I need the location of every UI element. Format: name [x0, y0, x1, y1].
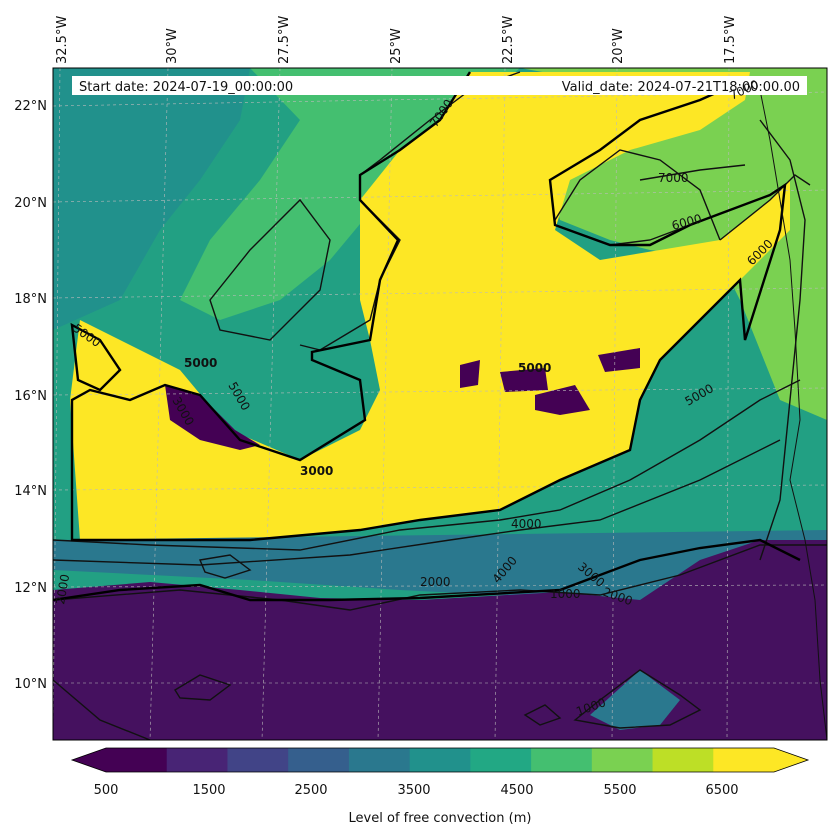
lat-label: 22°N [14, 99, 47, 114]
lon-label: 32.5°W [55, 16, 70, 64]
valid-date-text: Valid_date: 2024-07-21T18:00:00.00 [562, 80, 800, 95]
graticule [53, 68, 827, 740]
colorbar-title: Level of free convection (m) [349, 811, 532, 826]
latitude-labels: 22°N 20°N 18°N 16°N 14°N 12°N 10°N [14, 99, 47, 692]
lon-label: 30°W [165, 28, 180, 64]
lfc-field-teal-south [53, 530, 827, 600]
colorbar-ticks: 500 1500 2500 3500 4500 5500 6500 [94, 783, 739, 798]
lfc-field-teal-se-patch [590, 670, 680, 730]
colorbar-segment [166, 748, 228, 772]
colorbar-segment [531, 748, 593, 772]
contour-label: 4000 [511, 517, 542, 531]
contour-label-group: 7000 7000 7000 6000 6000 5000 5000 5000 … [53, 77, 776, 719]
colorbar-tick-label: 3500 [397, 783, 430, 798]
lon-label: 17.5°W [723, 16, 738, 64]
lfc-field-purple-patch-3 [500, 368, 548, 392]
colorbar-segment [652, 748, 714, 772]
lfc-field-purple-patch-2 [460, 360, 480, 388]
lat-label: 12°N [14, 581, 47, 596]
lat-label: 18°N [14, 292, 47, 307]
lat-label: 14°N [14, 484, 47, 499]
contour-label: 5000 [184, 356, 217, 370]
lon-label: 20°W [611, 28, 626, 64]
colorbar-segment [348, 748, 411, 772]
colorbar-segment [409, 748, 471, 772]
lfc-field-purple-patch [165, 385, 260, 450]
lat-label: 10°N [14, 677, 47, 692]
colorbar-tick-label: 6500 [705, 783, 738, 798]
colorbar-extend-min [72, 748, 106, 772]
lon-label: 27.5°W [277, 16, 292, 64]
longitude-labels: 32.5°W 30°W 27.5°W 25°W 22.5°W 20°W 17.5… [55, 16, 738, 64]
lfc-field-teal-west [53, 68, 250, 330]
lfc-field-yellow-north [70, 72, 790, 540]
colorbar [70, 747, 810, 773]
contour-label: 3000 [300, 464, 333, 478]
max-lfc-boundary [53, 71, 801, 602]
colorbar-tick-label: 4500 [500, 783, 533, 798]
contour-label: 2000 [420, 575, 451, 589]
map-frame [52, 67, 828, 741]
colorbar-segment [106, 748, 168, 772]
coastline [759, 89, 827, 740]
colorbar-segment [713, 748, 775, 772]
lon-label: 22.5°W [501, 16, 516, 64]
colorbar-tick-label: 1500 [192, 783, 225, 798]
map-plot-area [53, 68, 827, 740]
colorbar-segment [591, 748, 654, 772]
start-date-text: Start date: 2024-07-19_00:00:00 [79, 80, 293, 95]
contour-label: 7000 [658, 171, 689, 185]
contour-lines [53, 71, 827, 740]
lfc-field-purple-patch-5 [598, 348, 640, 372]
date-banner [72, 76, 807, 95]
contour-label: 5000 [518, 361, 551, 375]
colorbar-segment [470, 748, 532, 772]
lat-label: 20°N [14, 196, 47, 211]
colorbar-extend-max [774, 748, 808, 772]
colorbar-tick-label: 2500 [294, 783, 327, 798]
contour-label: 1000 [550, 587, 581, 601]
lfc-field-purple-patch-4 [535, 385, 590, 415]
colorbar-tick-label: 5500 [603, 783, 636, 798]
colorbar-segment [288, 748, 350, 772]
colorbar-tick-label: 500 [94, 783, 119, 798]
lon-label: 25°W [389, 28, 404, 64]
colorbar-segment [227, 748, 289, 772]
lat-label: 16°N [14, 389, 47, 404]
contour-label: 2000 [53, 573, 72, 606]
colorbar-outline [70, 747, 810, 773]
